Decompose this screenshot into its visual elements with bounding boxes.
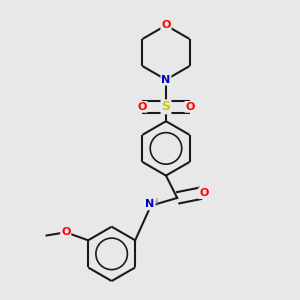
Text: O: O xyxy=(61,227,70,237)
Text: O: O xyxy=(161,20,171,30)
Text: H: H xyxy=(151,198,158,208)
Text: N: N xyxy=(146,199,154,209)
Text: O: O xyxy=(199,188,208,198)
Text: O: O xyxy=(137,102,147,112)
Text: N: N xyxy=(161,75,171,85)
Text: O: O xyxy=(185,102,195,112)
Text: S: S xyxy=(161,100,170,113)
